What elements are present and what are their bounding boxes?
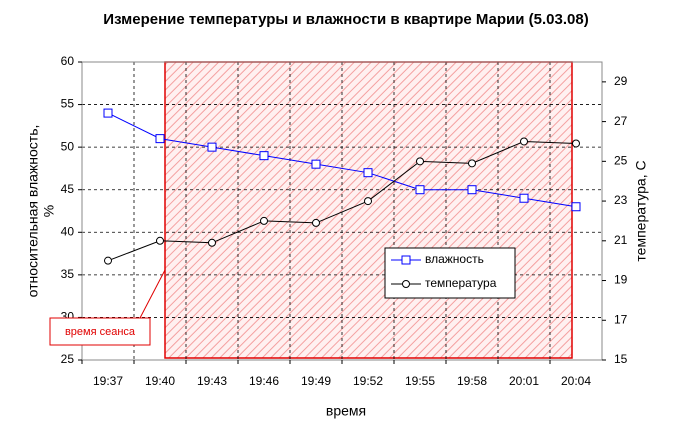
x-tick-label: 19:40 bbox=[145, 374, 175, 388]
x-tick-label: 20:01 bbox=[509, 374, 539, 388]
y-tick-label: 55 bbox=[61, 97, 75, 111]
data-point bbox=[207, 142, 217, 152]
data-point bbox=[467, 185, 477, 195]
series-line bbox=[107, 140, 577, 262]
x-tick-label: 19:46 bbox=[249, 374, 279, 388]
legend-marker bbox=[401, 255, 411, 265]
legend-label: влажность bbox=[425, 252, 484, 266]
y2-tick-label: 21 bbox=[614, 233, 628, 247]
annotation-text: время сеанса bbox=[65, 326, 136, 338]
data-point bbox=[208, 238, 216, 247]
y2-tick-label: 27 bbox=[614, 114, 628, 128]
data-point bbox=[104, 256, 112, 265]
data-point bbox=[571, 202, 581, 212]
y2-tick-label: 23 bbox=[614, 193, 628, 207]
y2-tick-label: 29 bbox=[614, 74, 628, 88]
y2-tick-label: 15 bbox=[614, 352, 628, 366]
x-tick-label: 20:04 bbox=[561, 374, 591, 388]
data-point bbox=[468, 159, 476, 168]
legend-marker bbox=[402, 280, 410, 288]
data-point bbox=[572, 139, 580, 148]
y-tick-label: 25 bbox=[61, 352, 75, 366]
series-line bbox=[107, 112, 577, 208]
data-point bbox=[416, 157, 424, 166]
y-tick-label: 50 bbox=[61, 139, 75, 153]
data-point bbox=[155, 134, 165, 144]
data-point bbox=[311, 159, 321, 169]
chart-title: Измерение температуры и влажности в квар… bbox=[103, 11, 588, 28]
x-tick-label: 19:37 bbox=[93, 374, 123, 388]
data-point bbox=[260, 216, 268, 225]
y2-tick-label: 17 bbox=[614, 312, 628, 326]
x-tick-label: 19:49 bbox=[301, 374, 331, 388]
x-tick-label: 19:52 bbox=[353, 374, 383, 388]
x-tick-label: 19:55 bbox=[405, 374, 435, 388]
data-point bbox=[259, 151, 269, 161]
y-tick-label: 60 bbox=[61, 54, 75, 68]
y-tick-label: 45 bbox=[61, 182, 75, 196]
session-region bbox=[164, 61, 573, 359]
legend-label: температура bbox=[425, 276, 497, 290]
y2-tick-label: 19 bbox=[614, 273, 628, 287]
x-tick-label: 19:43 bbox=[197, 374, 227, 388]
data-point bbox=[103, 108, 113, 118]
y-axis-label: % bbox=[41, 205, 57, 217]
x-tick-label: 19:58 bbox=[457, 374, 487, 388]
y2-axis-label: температура, С bbox=[633, 160, 649, 261]
data-point bbox=[415, 185, 425, 195]
data-point bbox=[363, 168, 373, 178]
data-point bbox=[156, 236, 164, 245]
y-axis-label: относительная влажность, bbox=[25, 125, 41, 298]
data-point bbox=[519, 193, 529, 203]
x-axis-label: время bbox=[326, 403, 366, 419]
annotation-pointer bbox=[139, 269, 166, 319]
data-point bbox=[364, 197, 372, 206]
y-tick-label: 35 bbox=[61, 267, 75, 281]
annotation-box bbox=[49, 317, 151, 346]
y2-tick-label: 25 bbox=[614, 154, 628, 168]
data-point bbox=[520, 137, 528, 146]
data-point bbox=[312, 218, 320, 227]
y-tick-label: 40 bbox=[61, 224, 75, 238]
